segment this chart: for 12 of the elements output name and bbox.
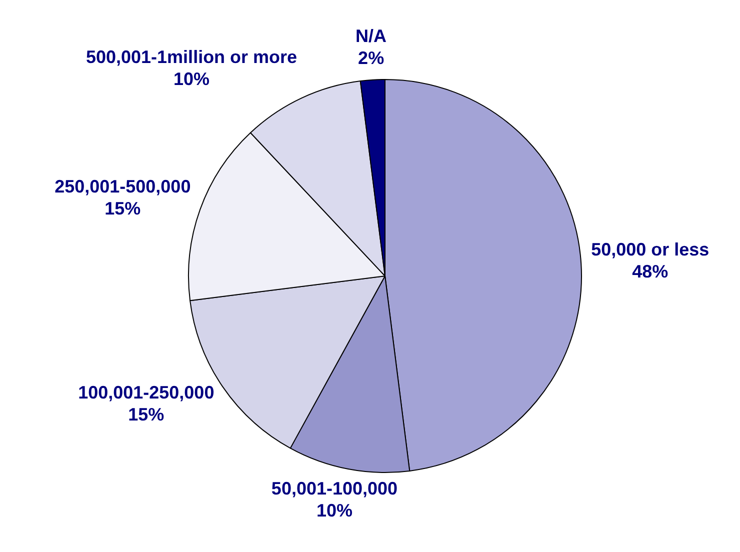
slice-label: N/A — [356, 26, 387, 46]
slice-label: 50,001-100,000 — [271, 478, 398, 498]
data-label: 10% — [316, 500, 353, 520]
data-label: 15% — [104, 198, 141, 219]
data-label: 48% — [632, 262, 668, 282]
slice-label: 250,001-500,000 — [54, 176, 191, 197]
slice-label: 500,001-1million or more — [86, 47, 298, 68]
slice-label: 50,000 or less — [591, 240, 710, 260]
data-label: 10% — [174, 69, 210, 90]
data-label: 2% — [358, 48, 384, 68]
data-label: 15% — [128, 404, 164, 424]
slice-label: 100,001-250,000 — [78, 382, 214, 402]
